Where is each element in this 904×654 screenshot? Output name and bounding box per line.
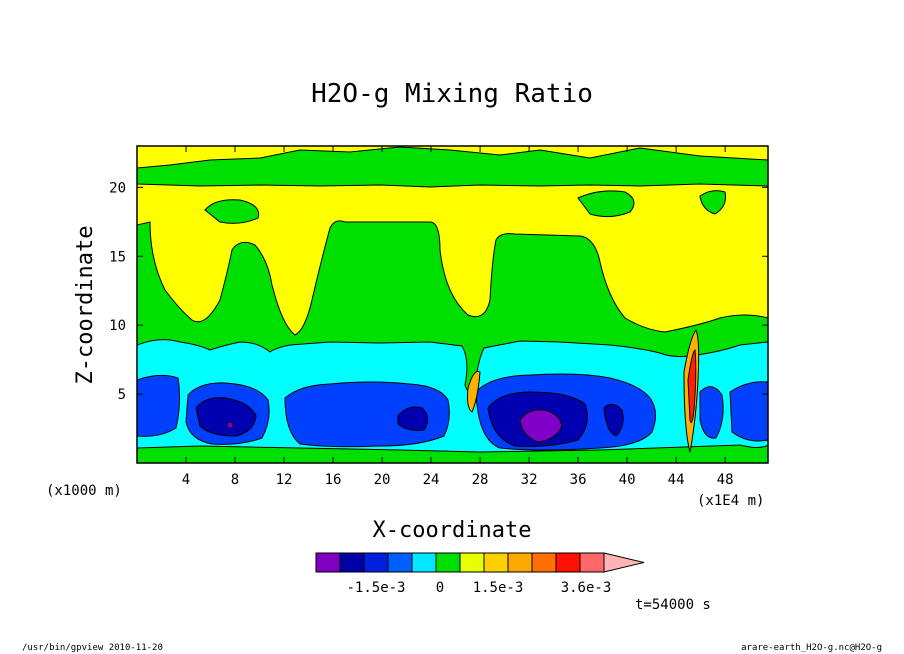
colorbar-swatch [339, 552, 365, 573]
y-tick-label: 5 [118, 387, 126, 403]
colorbar-label: 1.5e-3 [473, 580, 524, 596]
colorbar-swatch [435, 552, 461, 573]
colorbar-swatch [531, 552, 557, 573]
colorbar-swatch [507, 552, 533, 573]
x-tick-label: 24 [423, 472, 440, 488]
field-navy-core-2 [397, 406, 428, 431]
field-blue-cell-5 [699, 386, 724, 439]
colorbar-swatch [315, 552, 341, 573]
y-axis-label: Z-coordinate [73, 226, 98, 385]
chart-title: H2O-g Mixing Ratio [311, 79, 593, 109]
field-blue-cell-1 [137, 374, 181, 437]
footer-left: /usr/bin/gpview 2010-11-20 [22, 643, 163, 653]
x-axis: 4 8 12 16 20 24 28 32 36 40 44 48 [182, 146, 734, 488]
colorbar-label: 0 [436, 580, 444, 596]
x-tick-label: 40 [619, 472, 636, 488]
colorbar-swatch [387, 552, 413, 573]
x-tick-label: 16 [325, 472, 342, 488]
colorbar-swatch [579, 552, 605, 573]
y-tick-label: 20 [109, 180, 126, 196]
colorbar-labels: -1.5e-3 0 1.5e-3 3.6e-3 [346, 580, 611, 596]
colorbar-label: -1.5e-3 [346, 580, 405, 596]
x-tick-label: 28 [472, 472, 489, 488]
field-purple-dot [226, 421, 234, 429]
field-purple-core [519, 409, 563, 443]
colorbar-swatch [483, 552, 509, 573]
x-tick-label: 36 [570, 472, 587, 488]
colorbar-swatch [555, 552, 581, 573]
x-unit-left: (x1000 m) [46, 483, 122, 499]
field-green-patch-2 [577, 190, 635, 218]
plot-frame [136, 145, 769, 464]
x-tick-label: 4 [182, 472, 190, 488]
footer-right: arare-earth_H2O-g.nc@H2O-g [741, 643, 882, 653]
x-tick-label: 20 [374, 472, 391, 488]
time-label: t=54000 s [635, 597, 711, 613]
field-blue-cell-6 [729, 381, 768, 442]
x-tick-label: 48 [717, 472, 734, 488]
field-blue-cell-3 [284, 381, 450, 448]
field-navy-core-1 [195, 397, 257, 437]
contour-field [137, 146, 768, 463]
colorbar [315, 552, 645, 573]
field-green-patch-3 [699, 190, 726, 215]
field-green-patch-1 [204, 199, 260, 224]
x-tick-label: 44 [668, 472, 685, 488]
x-tick-label: 8 [231, 472, 239, 488]
field-plume-red [687, 349, 697, 423]
y-tick-label: 10 [109, 318, 126, 334]
x-axis-label: X-coordinate [373, 518, 532, 543]
x-tick-label: 12 [276, 472, 293, 488]
field-navy-core-4 [603, 404, 624, 437]
y-tick-label: 15 [109, 249, 126, 265]
field-green-top-band [137, 146, 768, 188]
y-axis: 5 10 15 20 [109, 180, 768, 403]
colorbar-label: 3.6e-3 [561, 580, 612, 596]
colorbar-arrow [603, 552, 645, 573]
field-orange-filament [467, 370, 481, 413]
colorbar-swatch [459, 552, 485, 573]
x-tick-label: 32 [521, 472, 538, 488]
colorbar-swatch [411, 552, 437, 573]
x-unit-right: (x1E4 m) [697, 493, 764, 509]
colorbar-swatch [363, 552, 389, 573]
